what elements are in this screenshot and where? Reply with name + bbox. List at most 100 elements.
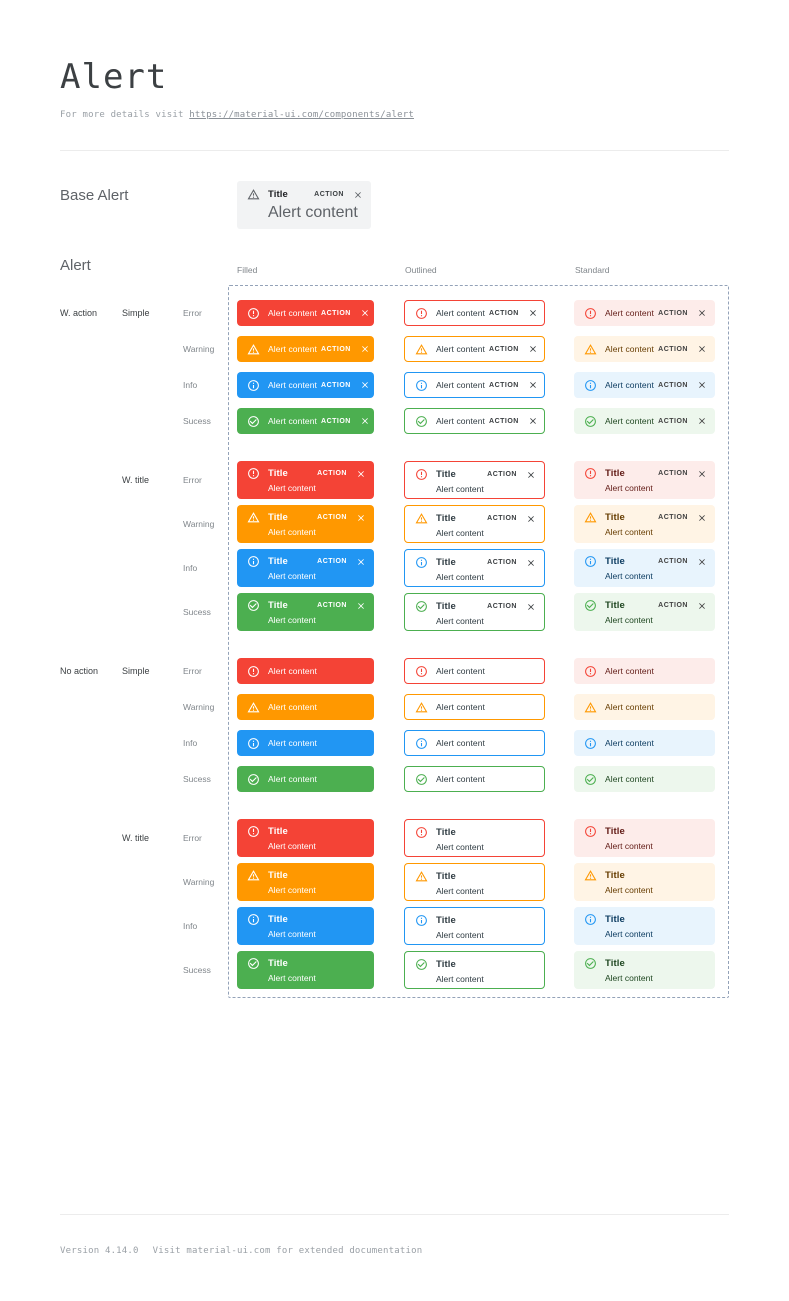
alert-filled-success: Title ACTION Alert content <box>237 593 374 632</box>
alert-action-button[interactable]: ACTION <box>321 309 351 317</box>
alert-action-button[interactable]: ACTION <box>658 309 688 317</box>
close-icon[interactable] <box>360 344 370 354</box>
cell-outlined-info: Alert content ACTION <box>404 372 545 399</box>
alert-standard-error: Title Alert content <box>574 819 715 858</box>
alert-grid-row: Sucess Alert content ACTION Alert content AC… <box>60 408 729 435</box>
alert-content: Alert content <box>605 666 655 677</box>
alert-content: Alert content <box>268 527 316 538</box>
alert-action-button[interactable]: ACTION <box>321 417 351 425</box>
alert-action-button[interactable]: ACTION <box>487 603 517 611</box>
column-header-standard: Standard <box>575 265 610 276</box>
alert-action-button[interactable]: ACTION <box>489 309 519 317</box>
alert-action-button[interactable]: ACTION <box>658 514 688 522</box>
alert-grid-row: Info Title Alert content Title Alert content… <box>60 907 729 946</box>
cell-filled-error: Alert content <box>237 658 374 685</box>
alert-title: Title <box>605 512 625 524</box>
alert-standard-info: Alert content <box>574 730 715 757</box>
subgroup-label: Simple <box>122 307 150 318</box>
check-circle-icon <box>415 958 428 971</box>
error-outline-icon <box>247 467 260 480</box>
alert-action-button[interactable]: ACTION <box>487 515 517 523</box>
alert-content: Alert content <box>605 380 655 391</box>
close-icon[interactable] <box>360 416 370 426</box>
cell-standard-warning: Alert content <box>574 694 715 721</box>
alert-action-button[interactable]: ACTION <box>658 417 688 425</box>
base-alert-content: Alert content <box>268 204 358 222</box>
cell-filled-success: Alert content <box>237 766 374 793</box>
alert-filled-error: Title Alert content <box>237 819 374 858</box>
close-icon[interactable] <box>697 380 707 390</box>
alert-action-button[interactable]: ACTION <box>321 381 351 389</box>
warning-triangle-icon <box>247 869 260 882</box>
alert-action-button[interactable]: ACTION <box>321 345 351 353</box>
close-icon[interactable] <box>360 308 370 318</box>
alert-action-button[interactable]: ACTION <box>489 381 519 389</box>
alert-content: Alert content <box>436 702 486 713</box>
alert-action-button[interactable]: ACTION <box>658 558 688 566</box>
alert-content: Alert content <box>436 380 486 391</box>
info-outline-icon <box>415 379 428 392</box>
cell-standard-warning: Title ACTION Alert content <box>574 505 715 544</box>
close-icon[interactable] <box>697 469 707 479</box>
alert-filled-warning: Alert content ACTION <box>237 336 374 363</box>
close-icon[interactable] <box>356 557 366 567</box>
close-icon[interactable] <box>356 601 366 611</box>
alert-action-button[interactable]: ACTION <box>658 602 688 610</box>
alert-content: Alert content <box>605 738 655 749</box>
close-icon[interactable] <box>528 416 538 426</box>
alert-filled-warning: Alert content <box>237 694 374 721</box>
alert-action-button[interactable]: ACTION <box>658 470 688 478</box>
close-icon[interactable] <box>697 557 707 567</box>
close-icon[interactable] <box>528 308 538 318</box>
error-outline-icon <box>415 826 428 839</box>
alert-standard-warning: Title Alert content <box>574 863 715 902</box>
cell-outlined-error: Title ACTION Alert content <box>404 461 545 500</box>
alert-outlined-error: Title ACTION Alert content <box>404 461 545 500</box>
close-icon[interactable] <box>360 380 370 390</box>
close-icon[interactable] <box>356 469 366 479</box>
alert-filled-success: Title Alert content <box>237 951 374 990</box>
alert-action-button[interactable]: ACTION <box>317 602 347 610</box>
close-icon[interactable] <box>697 513 707 523</box>
warning-triangle-icon <box>247 511 260 524</box>
alert-action-button[interactable]: ACTION <box>487 471 517 479</box>
close-icon[interactable] <box>697 601 707 611</box>
close-icon[interactable] <box>528 344 538 354</box>
info-outline-icon <box>247 555 260 568</box>
alert-action-button[interactable]: ACTION <box>317 514 347 522</box>
close-icon[interactable] <box>697 416 707 426</box>
alert-action-button[interactable]: ACTION <box>314 191 344 199</box>
alert-action-button[interactable]: ACTION <box>317 558 347 566</box>
alert-action-button[interactable]: ACTION <box>658 381 688 389</box>
alert-action-button[interactable]: ACTION <box>487 559 517 567</box>
alert-action-button[interactable]: ACTION <box>317 470 347 478</box>
close-icon[interactable] <box>526 602 536 612</box>
check-circle-icon <box>584 957 597 970</box>
close-icon[interactable] <box>697 344 707 354</box>
alert-content: Alert content <box>268 885 316 896</box>
alert-grid-row: Info Alert content ACTION Alert content ACTI… <box>60 372 729 399</box>
alert-title: Title <box>268 914 288 926</box>
close-icon[interactable] <box>353 190 363 200</box>
alert-grid-row: Warning Alert content ACTION Alert content A… <box>60 336 729 363</box>
cell-filled-info: Title ACTION Alert content <box>237 549 374 588</box>
docs-link[interactable]: https://material-ui.com/components/alert <box>189 110 414 121</box>
alert-action-button[interactable]: ACTION <box>489 417 519 425</box>
close-icon[interactable] <box>526 558 536 568</box>
check-circle-icon <box>584 415 597 428</box>
cell-outlined-warning: Title Alert content <box>404 863 545 902</box>
close-icon[interactable] <box>356 513 366 523</box>
alert-title: Title <box>436 959 456 971</box>
alert-action-button[interactable]: ACTION <box>658 345 688 353</box>
alert-content: Alert content <box>268 841 316 852</box>
close-icon[interactable] <box>526 470 536 480</box>
check-circle-icon <box>247 415 260 428</box>
alert-action-button[interactable]: ACTION <box>489 345 519 353</box>
close-icon[interactable] <box>528 380 538 390</box>
close-icon[interactable] <box>526 514 536 524</box>
cell-filled-error: Title Alert content <box>237 819 374 858</box>
alert-content: Alert content <box>436 616 484 627</box>
alert-standard-success: Title ACTION Alert content <box>574 593 715 632</box>
alert-title: Title <box>268 870 288 882</box>
close-icon[interactable] <box>697 308 707 318</box>
